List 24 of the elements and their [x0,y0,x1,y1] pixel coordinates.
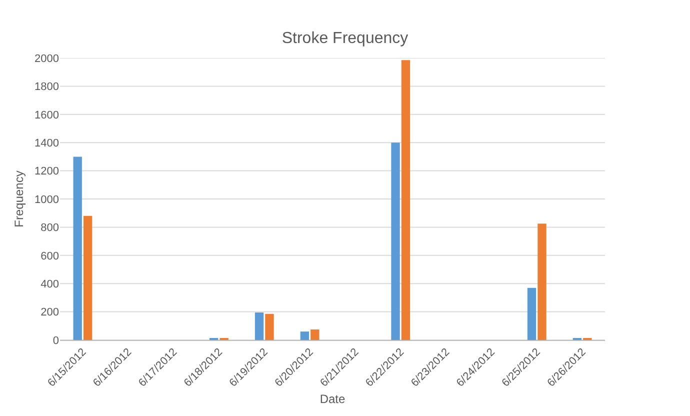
y-axis-title: Frequency [12,170,26,228]
y-tick-label: 1600 [34,109,59,122]
y-tick-label: 1400 [34,137,59,150]
y-tick-label: 1800 [34,81,59,94]
y-tick-label: 400 [40,278,59,290]
y-tick-label: 600 [40,250,59,262]
y-tick-label: 1000 [34,194,59,206]
bar [538,224,546,340]
bar [73,156,82,340]
y-tick-label: 1200 [34,166,59,178]
y-tick-label: 200 [40,306,59,319]
y-tick-label: 0 [52,334,59,347]
bar [254,312,264,340]
bar [527,288,536,340]
bar [300,332,310,340]
bar [310,329,320,340]
bar [401,60,410,340]
x-axis-title: Date [320,392,346,406]
y-tick-label: 800 [40,222,59,234]
bar [391,142,400,340]
chart-title: Stroke Frequency [282,30,408,48]
bar [83,216,92,340]
bar [265,314,274,340]
y-tick-label: 2000 [34,52,59,65]
